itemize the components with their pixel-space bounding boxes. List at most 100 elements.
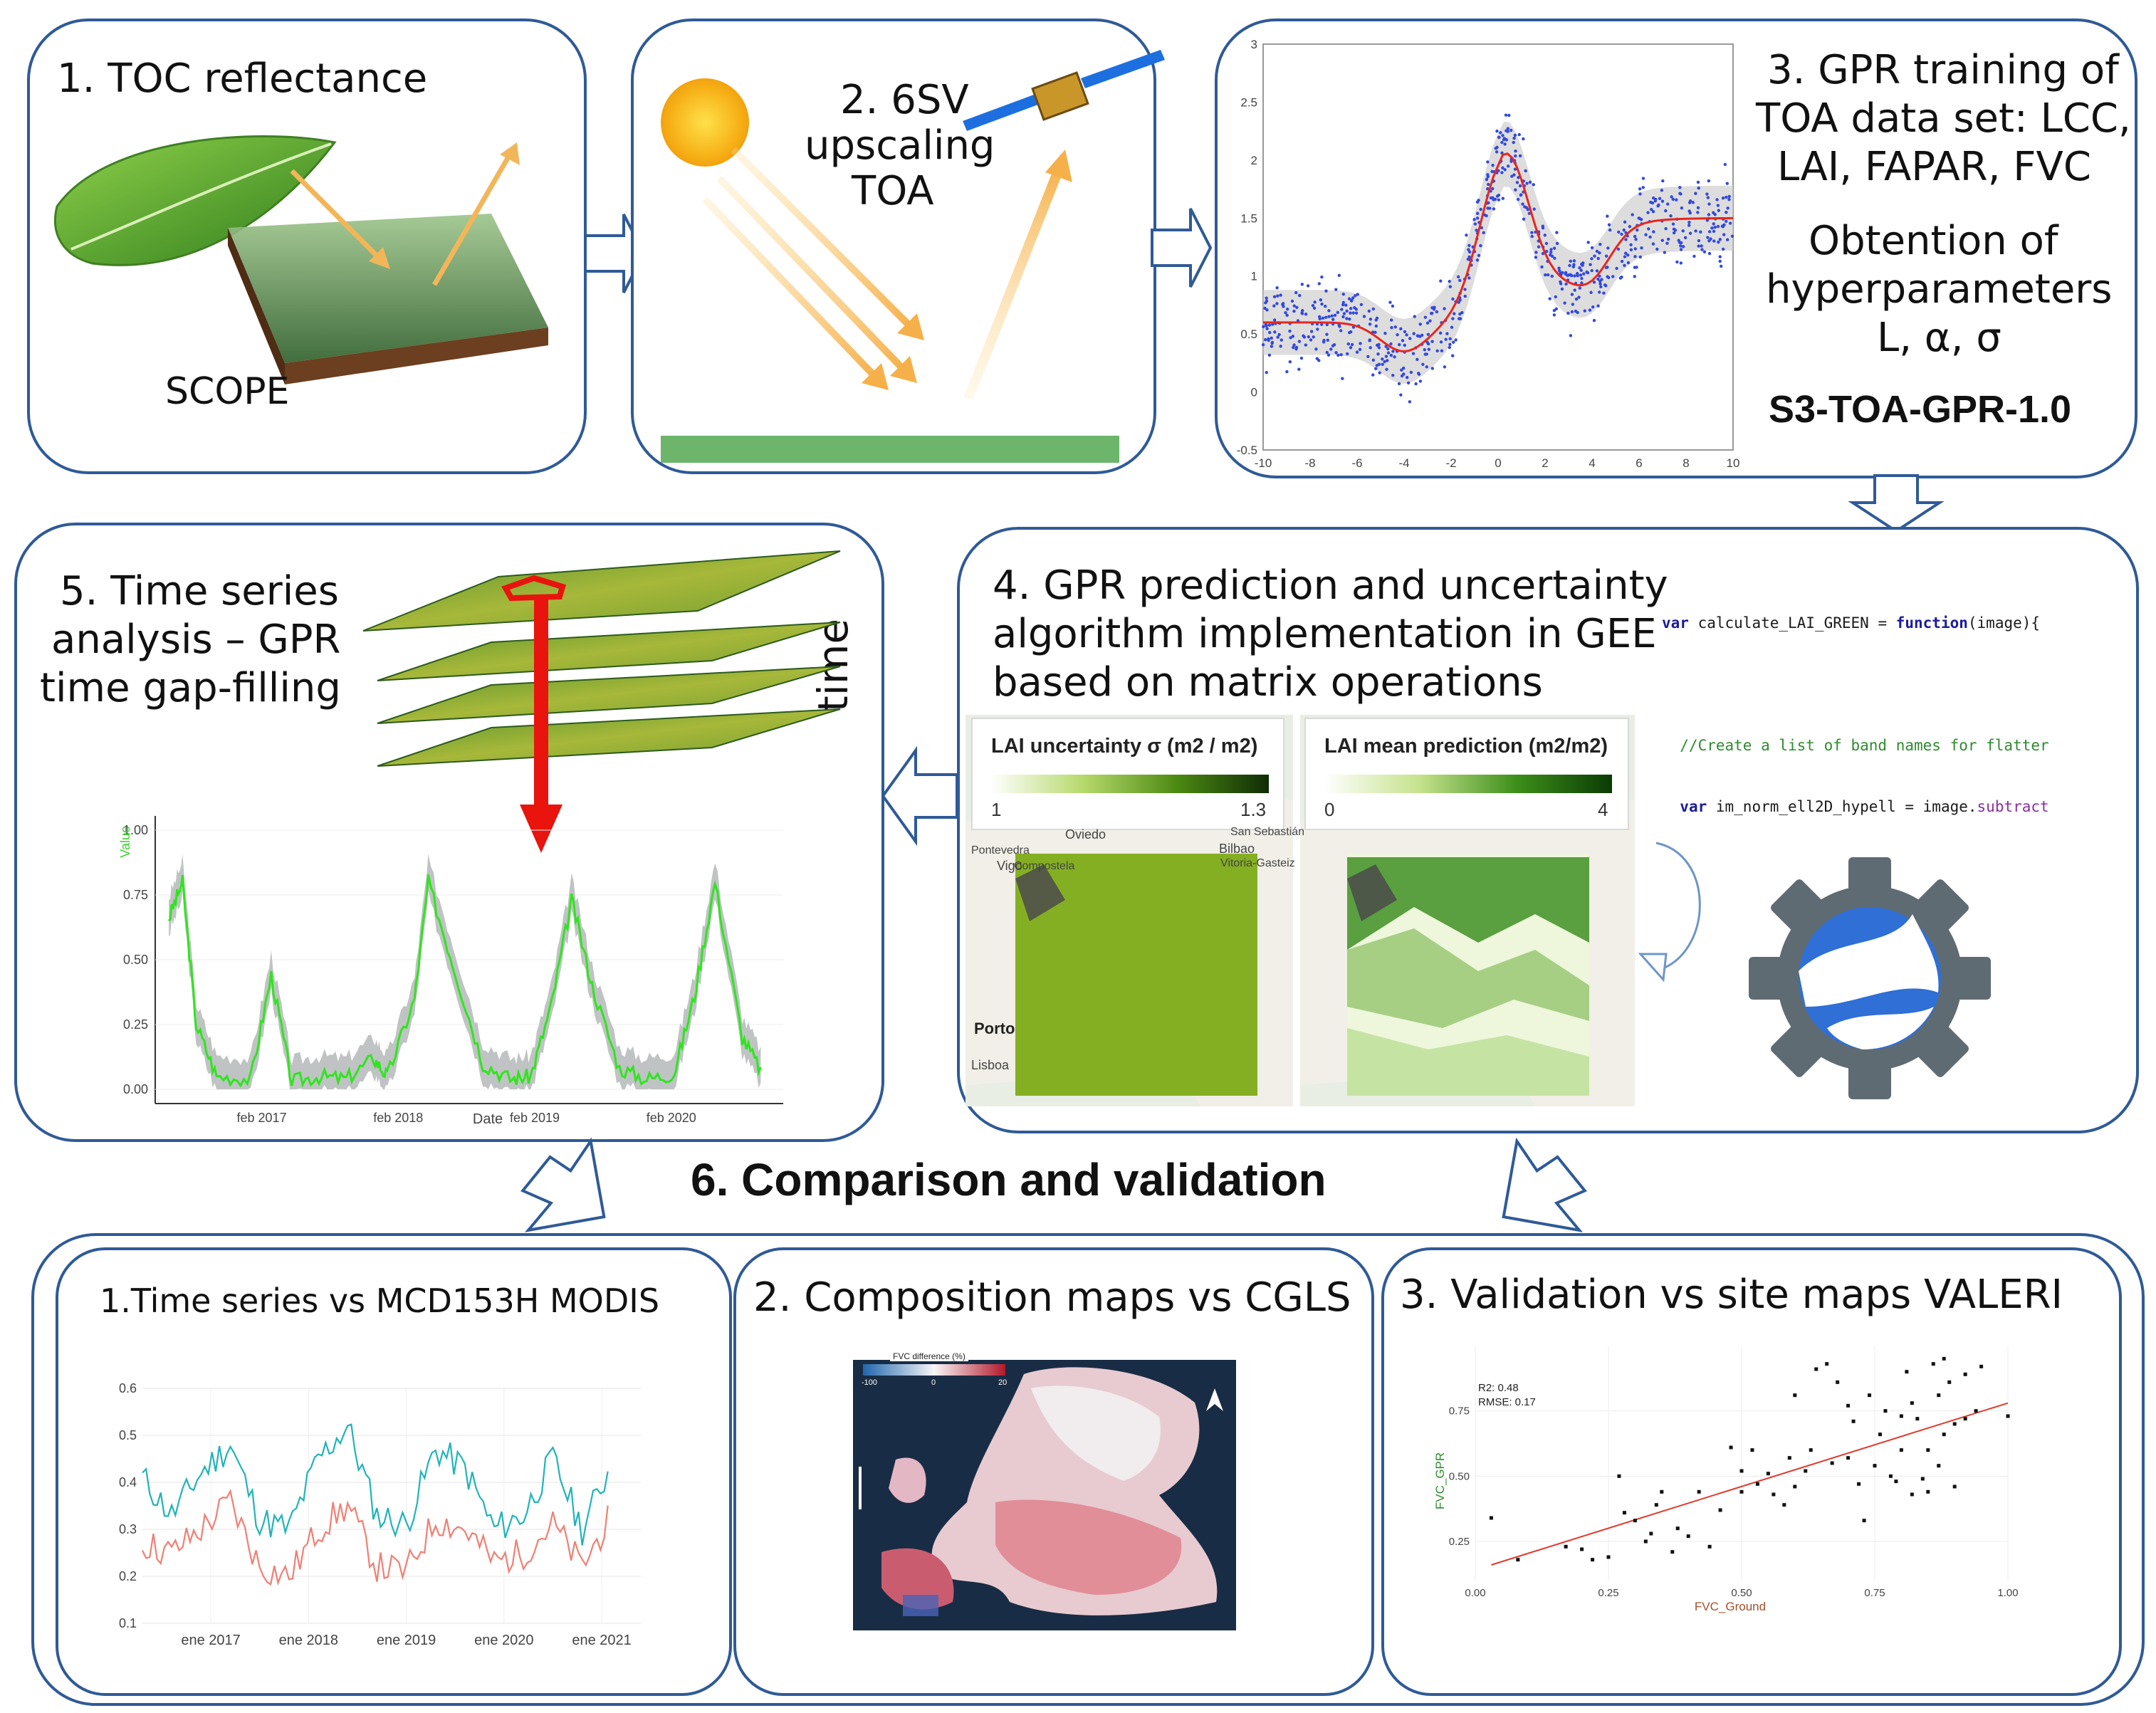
data-point xyxy=(1952,1484,1957,1489)
sample-point xyxy=(1349,299,1354,303)
sample-point xyxy=(1640,246,1643,250)
pixel-marker-icon xyxy=(501,575,566,602)
sample-point xyxy=(1320,323,1324,326)
sample-point xyxy=(1337,273,1341,277)
sample-point xyxy=(1631,213,1634,216)
sample-point xyxy=(1616,247,1621,251)
sample-point xyxy=(1418,323,1422,326)
sample-point xyxy=(1727,197,1731,201)
ground-surface xyxy=(661,436,1119,463)
sample-point xyxy=(1586,271,1590,275)
y-tick-label: 0.3 xyxy=(119,1522,137,1536)
sample-point xyxy=(1304,313,1308,316)
sample-point xyxy=(1683,236,1687,240)
sample-point xyxy=(1497,198,1501,201)
data-point xyxy=(1772,1492,1776,1497)
sample-point xyxy=(1710,226,1714,230)
6sv-title-line1: 2. 6SV xyxy=(840,77,969,123)
sample-point xyxy=(1341,303,1345,307)
sample-point xyxy=(1346,342,1350,346)
sample-point xyxy=(1279,345,1282,348)
sample-point xyxy=(1439,279,1443,283)
sample-point xyxy=(1391,373,1395,377)
sample-point xyxy=(1425,365,1428,369)
sample-point xyxy=(1718,259,1722,263)
sample-point xyxy=(1519,193,1523,197)
sample-point xyxy=(1336,353,1340,357)
sample-point xyxy=(1499,131,1502,135)
x-tick-label: 0.00 xyxy=(1465,1587,1485,1599)
sample-point xyxy=(1688,211,1692,215)
sample-point xyxy=(1501,197,1505,200)
data-point xyxy=(1649,1531,1653,1536)
sample-point xyxy=(1595,249,1599,253)
sample-point xyxy=(1679,248,1683,251)
data-point xyxy=(1846,1403,1851,1408)
sample-point xyxy=(1435,349,1439,353)
sample-point xyxy=(1602,291,1606,295)
sample-point xyxy=(1292,343,1296,347)
sample-point xyxy=(1267,353,1272,357)
sample-point xyxy=(1329,347,1333,351)
sample-point xyxy=(1317,315,1322,319)
sample-point xyxy=(1315,357,1319,360)
sample-point xyxy=(1391,304,1395,308)
sample-point xyxy=(1337,323,1341,327)
sample-point xyxy=(1694,192,1697,195)
sample-point xyxy=(1485,177,1489,182)
sample-point xyxy=(1564,271,1568,275)
sample-point xyxy=(1568,263,1571,268)
sample-point xyxy=(1377,342,1381,347)
sample-point xyxy=(1359,303,1364,306)
sample-point xyxy=(1398,342,1401,347)
mean-legend-max: 4 xyxy=(1598,799,1608,820)
x-tick-label: 0.25 xyxy=(1598,1587,1618,1599)
sample-point xyxy=(1475,216,1480,220)
map-label-porto: Porto xyxy=(974,1020,1015,1037)
y-tick-label: 0.5 xyxy=(119,1428,137,1442)
sample-point xyxy=(1292,304,1296,308)
valeri-stat-rmse: RMSE: 0.17 xyxy=(1478,1396,1536,1408)
sample-point xyxy=(1294,290,1298,295)
cgls-legend-min: -100 xyxy=(862,1378,878,1387)
sample-point xyxy=(1651,242,1655,246)
sample-point xyxy=(1574,309,1578,313)
sample-point xyxy=(1532,183,1536,187)
sample-point xyxy=(1322,338,1326,342)
data-point xyxy=(1739,1469,1744,1473)
data-point xyxy=(1670,1550,1675,1554)
sample-point xyxy=(1294,345,1299,350)
sample-point xyxy=(1475,229,1478,232)
sample-point xyxy=(1264,337,1267,342)
sample-point xyxy=(1292,309,1296,313)
sample-point xyxy=(1633,275,1636,278)
sample-point xyxy=(1327,315,1331,318)
sample-point xyxy=(1326,338,1329,342)
data-point xyxy=(1643,1539,1648,1544)
sample-point xyxy=(1628,225,1632,229)
x-tick-label: feb 2019 xyxy=(510,1111,560,1125)
data-point xyxy=(1516,1558,1520,1562)
map-label-vigo: Vigo xyxy=(997,859,1022,873)
sample-point xyxy=(1351,296,1355,300)
sample-point xyxy=(1265,370,1268,374)
model-name: S3-TOA-GPR-1.0 xyxy=(1769,388,2072,431)
sample-point xyxy=(1697,244,1700,248)
sample-point xyxy=(1696,180,1700,184)
sample-point xyxy=(1517,132,1521,137)
x-tick-label: feb 2017 xyxy=(237,1111,287,1125)
gpr-title-line3: LAI, FAPAR, FVC xyxy=(1777,144,2091,190)
sample-point xyxy=(1675,260,1679,264)
sample-point xyxy=(1444,337,1448,341)
sample-point xyxy=(1649,200,1653,204)
sample-point xyxy=(1265,299,1269,303)
sample-point xyxy=(1375,364,1379,367)
sample-point xyxy=(1430,306,1434,310)
sample-point xyxy=(1270,336,1273,340)
data-point xyxy=(1920,1477,1925,1481)
sample-point xyxy=(1716,204,1720,207)
sample-point xyxy=(1503,142,1507,146)
sample-point xyxy=(1707,230,1712,234)
sample-point xyxy=(1430,367,1434,370)
cgls-legend-title: FVC difference (%) xyxy=(890,1351,968,1361)
